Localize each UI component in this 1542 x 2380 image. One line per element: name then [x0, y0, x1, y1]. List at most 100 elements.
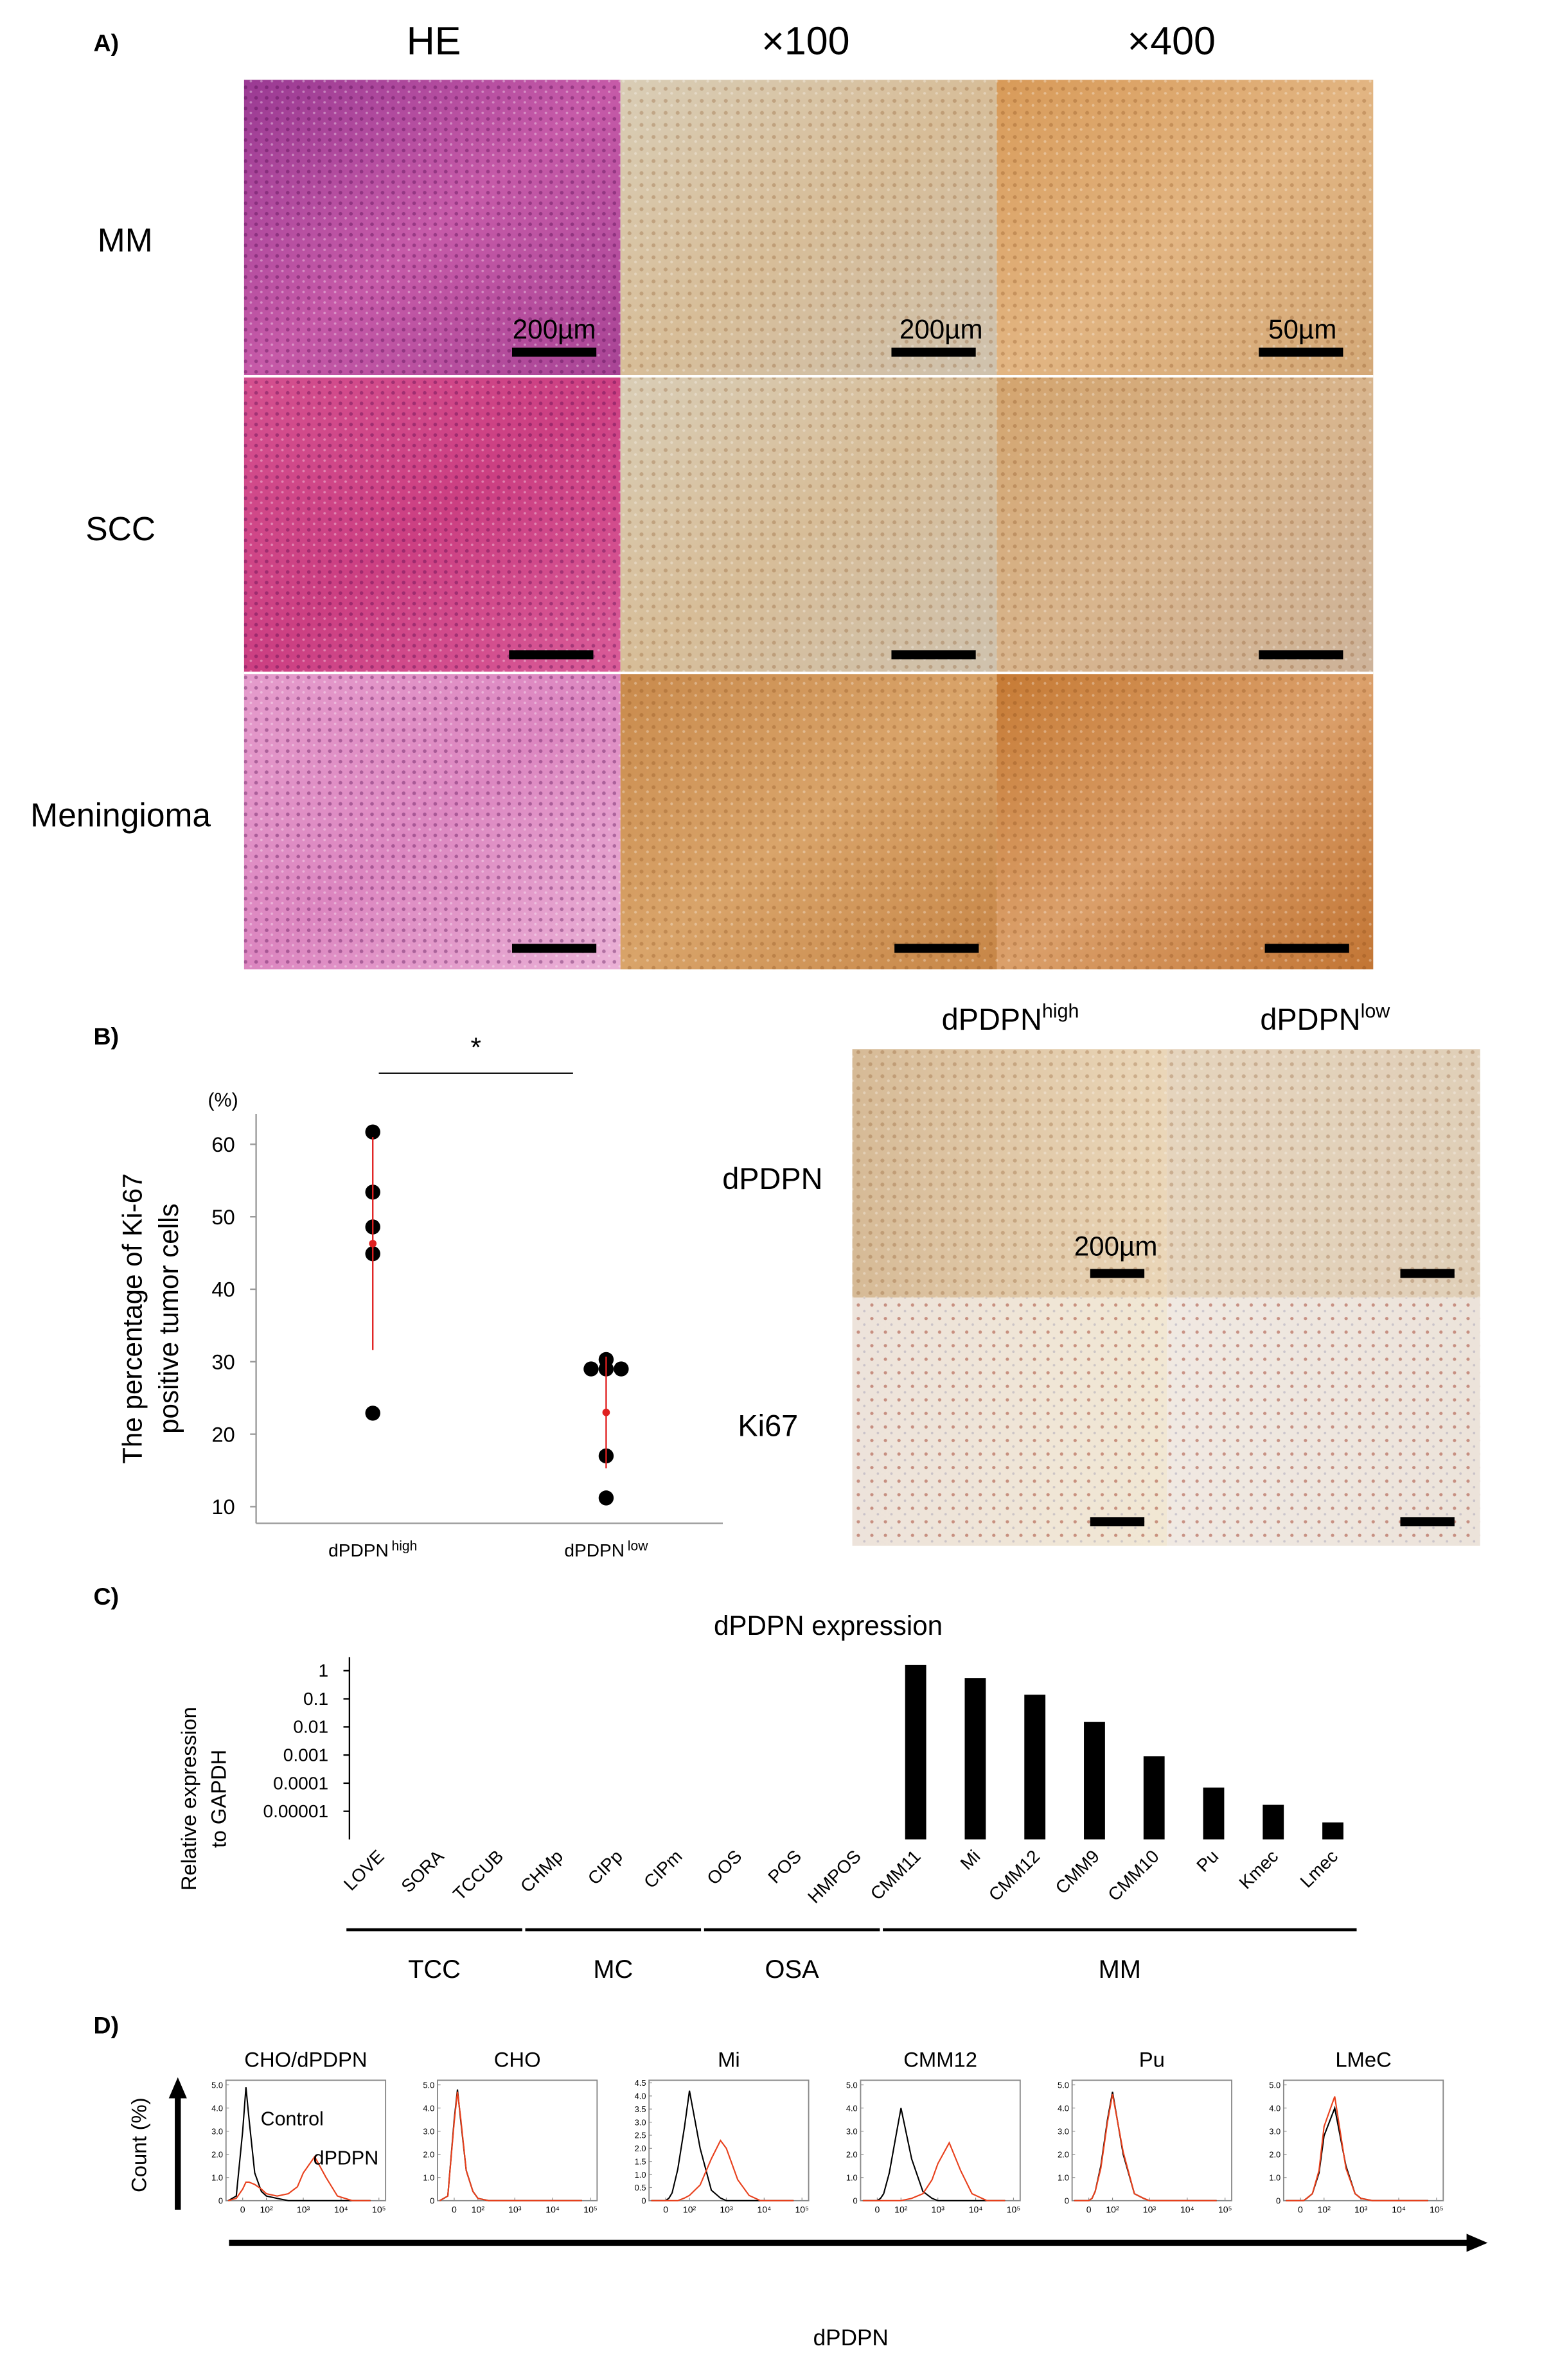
- y-tick-label: 3.0: [211, 2126, 223, 2136]
- row-label: dPDPN: [722, 1162, 822, 1195]
- y-tick-label: 0.1: [303, 1689, 328, 1709]
- x-tick-label: 10⁵: [1430, 2205, 1443, 2215]
- row-label: MM: [98, 221, 153, 258]
- y-axis-label: Count (%): [127, 2097, 151, 2192]
- column-header: ×100: [761, 19, 849, 62]
- histogram-line: [1286, 2096, 1428, 2201]
- y-tick-label: 0.01: [293, 1717, 328, 1737]
- y-tick-label: 3.5: [635, 2104, 646, 2114]
- y-tick-label: 4.0: [1058, 2103, 1069, 2113]
- texture: [852, 1049, 1480, 1298]
- texture: [852, 1297, 1480, 1546]
- x-tick-label: 10⁴: [1180, 2205, 1194, 2215]
- y-tick-label: 0: [1276, 2196, 1281, 2206]
- histogram-line: [1074, 2092, 1217, 2201]
- y-tick-label: 3.0: [846, 2126, 858, 2136]
- header-text: dPDPN: [1260, 1003, 1360, 1036]
- column-header: dPDPNhigh: [942, 1000, 1079, 1036]
- header-superscript: high: [1042, 1000, 1079, 1022]
- x-axis-label: dPDPN: [813, 2325, 889, 2350]
- y-tick-label: 1.5: [635, 2156, 646, 2166]
- column-header: HE: [407, 19, 461, 62]
- x-tick-label: 10²: [260, 2205, 273, 2215]
- panel-title: CMM12: [903, 2047, 977, 2071]
- category-text: dPDPN: [564, 1540, 625, 1560]
- y-tick-label: 5.0: [1269, 2080, 1281, 2090]
- histogram-line: [651, 2139, 794, 2201]
- bar: [1024, 1695, 1046, 1840]
- y-unit: (%): [208, 1089, 238, 1111]
- panel-title: Pu: [1139, 2047, 1165, 2071]
- y-tick-label: 60: [211, 1133, 235, 1156]
- bar: [1084, 1722, 1105, 1840]
- x-tick-label: Kmec: [1236, 1846, 1282, 1893]
- y-tick-label: 0.0001: [273, 1773, 328, 1793]
- plot-frame: [437, 2079, 598, 2201]
- x-tick-label: 0: [1298, 2205, 1303, 2215]
- x-tick-label: 10²: [472, 2205, 485, 2215]
- group-label: OSA: [765, 1955, 820, 1984]
- y-axis-label: Relative expression: [177, 1707, 200, 1891]
- y-tick-label: 4.0: [846, 2103, 858, 2113]
- y-tick-label: 3.0: [635, 2117, 646, 2127]
- y-tick-label: 5.0: [423, 2080, 434, 2090]
- y-tick-label: 1.0: [846, 2173, 858, 2182]
- y-tick-label: 30: [211, 1350, 235, 1374]
- mean-marker: [602, 1408, 610, 1416]
- x-tick-label: dPDPN low: [564, 1539, 648, 1560]
- bar: [1263, 1804, 1284, 1840]
- group-label: MC: [593, 1955, 633, 1984]
- y-tick-label: 1.0: [635, 2170, 646, 2180]
- y-tick-label: 40: [211, 1278, 235, 1301]
- y-tick-label: 4.0: [635, 2092, 646, 2101]
- y-tick-label: 2.5: [635, 2131, 646, 2140]
- y-tick-label: 1: [318, 1661, 328, 1680]
- y-tick-label: 0.5: [635, 2183, 646, 2192]
- x-tick-label: 10³: [508, 2205, 522, 2215]
- x-tick-label: CMM12: [985, 1846, 1044, 1905]
- y-tick-label: 4.0: [423, 2103, 434, 2113]
- y-tick-label: 2.0: [1058, 2149, 1069, 2159]
- scale-label: 200µm: [513, 314, 596, 344]
- x-tick-label: POS: [764, 1846, 805, 1887]
- column-header: dPDPNlow: [1260, 1000, 1390, 1036]
- group-label: TCC: [408, 1955, 461, 1984]
- chart-title: dPDPN expression: [714, 1610, 943, 1641]
- scale-bar: [1259, 650, 1343, 660]
- bar: [1203, 1787, 1225, 1840]
- x-tick-label: 10²: [1318, 2205, 1331, 2215]
- data-point: [614, 1361, 629, 1377]
- row-label: Meningioma: [30, 796, 211, 833]
- data-point: [583, 1361, 599, 1377]
- y-tick-label: 2.0: [1269, 2149, 1281, 2159]
- x-tick-label: 10³: [297, 2205, 310, 2215]
- x-tick-label: 10⁴: [545, 2205, 560, 2215]
- panel-label: D): [94, 2012, 120, 2039]
- scale-label: 200µm: [1074, 1231, 1158, 1261]
- scale-label: 50µm: [1268, 314, 1336, 344]
- histogram-line: [227, 2155, 371, 2201]
- plot-frame: [1071, 2079, 1232, 2201]
- texture: [244, 80, 621, 970]
- scale-bar: [509, 650, 594, 660]
- y-tick-label: 20: [211, 1422, 235, 1446]
- x-tick-label: dPDPN high: [328, 1539, 417, 1560]
- mean-marker: [369, 1240, 377, 1247]
- micrographs: [852, 1049, 1480, 1546]
- histogram-line: [651, 2090, 794, 2201]
- y-tick-label: 0: [430, 2196, 434, 2206]
- scale-label: 200µm: [900, 314, 983, 344]
- x-tick-label: Pu: [1192, 1846, 1222, 1876]
- x-tick-label: SORA: [397, 1846, 447, 1896]
- y-axis-label: The percentage of Ki-67: [118, 1174, 148, 1464]
- arrow-head: [168, 2077, 187, 2099]
- y-tick-label: 2.0: [211, 2149, 223, 2159]
- x-tick-label: 10³: [932, 2205, 945, 2215]
- histogram-line: [1074, 2094, 1217, 2201]
- scale-bar: [891, 348, 976, 357]
- x-tick-label: 10⁴: [758, 2205, 772, 2215]
- micrographs: [244, 80, 1374, 970]
- x-tick-label: TCCUB: [449, 1846, 507, 1904]
- plot-frame: [1282, 2079, 1444, 2201]
